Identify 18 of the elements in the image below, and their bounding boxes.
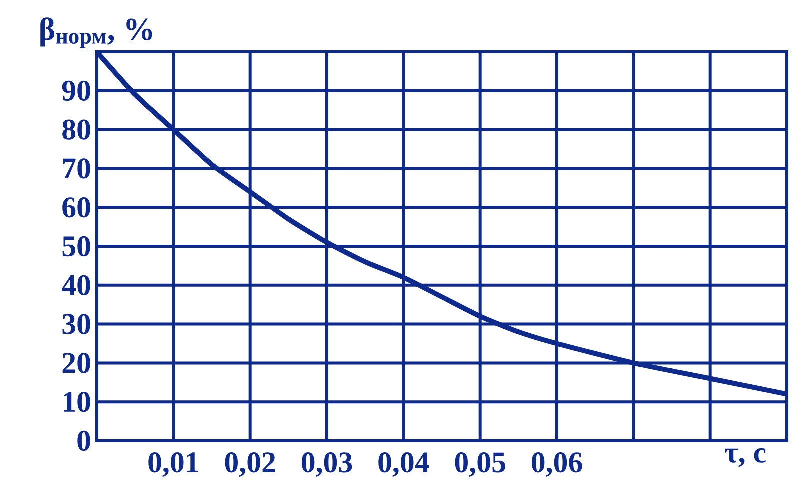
y-tick-label: 40 [62, 275, 90, 296]
x-tick-label: 0,04 [378, 452, 430, 478]
y-tick-label: 70 [63, 158, 90, 179]
y-tick-label: 30 [62, 314, 90, 334]
y-tick-label: 80 [62, 120, 90, 140]
y-tick-label: 60 [62, 198, 90, 218]
x-axis-title: τ, с [725, 448, 766, 468]
x-tick-label: 0,03 [302, 452, 352, 478]
y-tick-label: 20 [62, 353, 90, 374]
y-axis-title: β$_{норм}$, % [40, 18, 152, 48]
x-tick-label: 0,01 [148, 452, 198, 478]
y-tick-label: 10 [64, 392, 90, 412]
x-tick-label: 0,06 [532, 452, 582, 478]
x-tick-label: 0,02 [225, 452, 276, 478]
y-tick-label: 0 [78, 430, 90, 452]
x-tick-label: 0,05 [455, 452, 506, 478]
y-tick-label: 50 [62, 236, 90, 257]
y-tick-label: 90 [62, 80, 90, 101]
